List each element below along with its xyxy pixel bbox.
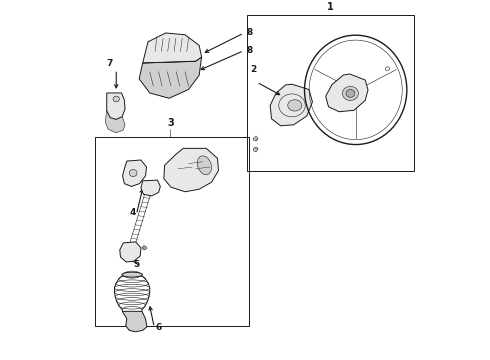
Polygon shape — [139, 57, 201, 98]
Polygon shape — [164, 148, 219, 192]
Ellipse shape — [346, 90, 355, 97]
Ellipse shape — [122, 272, 142, 277]
Text: 7: 7 — [106, 59, 112, 68]
Text: 8: 8 — [247, 46, 253, 55]
Polygon shape — [270, 84, 313, 126]
Bar — [95, 137, 248, 326]
Text: 3: 3 — [167, 118, 173, 128]
Bar — [247, 15, 415, 171]
Ellipse shape — [288, 100, 302, 111]
Text: 2: 2 — [250, 65, 256, 74]
Polygon shape — [120, 242, 141, 262]
Text: 1: 1 — [327, 2, 334, 12]
Ellipse shape — [343, 86, 358, 100]
Text: 8: 8 — [247, 28, 253, 37]
Polygon shape — [326, 74, 368, 112]
Polygon shape — [122, 311, 147, 332]
Polygon shape — [141, 180, 160, 196]
Text: 4: 4 — [129, 208, 136, 217]
Polygon shape — [107, 93, 125, 120]
Polygon shape — [122, 160, 147, 186]
Ellipse shape — [113, 96, 120, 102]
Text: 6: 6 — [155, 323, 161, 332]
Polygon shape — [143, 33, 201, 63]
Ellipse shape — [197, 156, 212, 175]
Ellipse shape — [129, 170, 137, 176]
Text: 5: 5 — [133, 260, 139, 269]
Polygon shape — [105, 111, 125, 133]
